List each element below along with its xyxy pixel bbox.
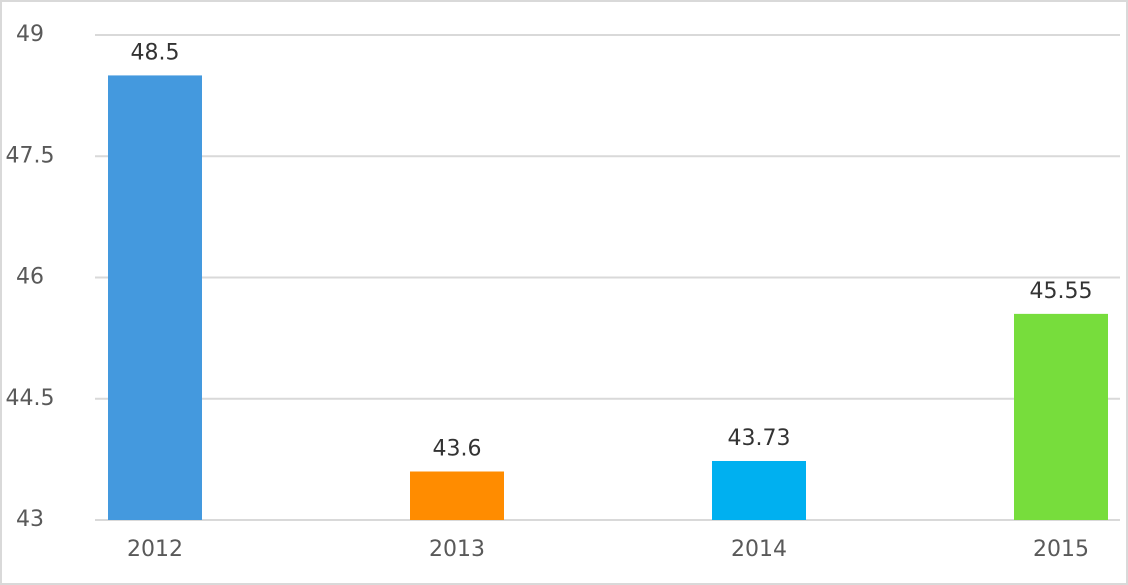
y-tick-label: 49 [16,22,44,47]
bar [410,471,504,520]
value-label: 48.5 [131,40,180,65]
x-tick-label: 2013 [429,537,485,562]
bar [1014,313,1108,520]
x-tick-label: 2015 [1033,537,1089,562]
bar [712,460,806,520]
y-tick-label: 44.5 [6,386,55,411]
x-tick-label: 2012 [127,537,183,562]
value-label: 45.55 [1030,279,1093,304]
y-tick-label: 46 [16,265,44,290]
y-tick-label: 47.5 [6,143,55,168]
bar [108,75,202,521]
value-label: 43.6 [433,437,482,462]
x-tick-label: 2014 [731,537,787,562]
value-label: 43.73 [728,426,791,451]
y-tick-label: 43 [16,507,44,532]
